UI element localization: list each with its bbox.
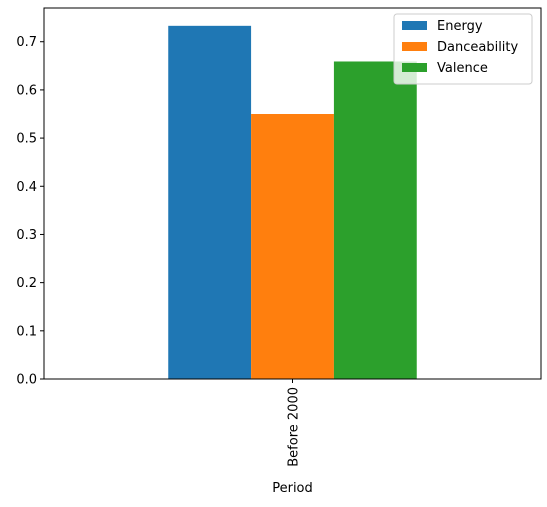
legend-swatch-valence bbox=[402, 63, 427, 72]
x-axis-label: Period bbox=[272, 481, 313, 496]
bars-layer bbox=[168, 25, 417, 380]
legend-swatch-energy bbox=[402, 21, 427, 30]
x-tick-label: Before 2000 bbox=[287, 387, 302, 467]
legend: Energy Danceability Valence bbox=[393, 13, 533, 85]
ticks-layer: Before 2000 0.0 0.1 0.2 0.3 0.4 0.5 0.6 0.7 bbox=[16, 35, 301, 467]
y-tick-label: 0.7 bbox=[16, 35, 37, 50]
legend-swatch-danceability bbox=[402, 42, 427, 51]
legend-label-valence: Valence bbox=[437, 61, 488, 76]
bar-danceability bbox=[251, 114, 334, 379]
legend-label-energy: Energy bbox=[437, 19, 483, 34]
bar-valence bbox=[333, 61, 417, 380]
y-tick-label: 0.5 bbox=[16, 132, 37, 147]
legend-label-danceability: Danceability bbox=[437, 40, 519, 55]
y-tick-label: 0.1 bbox=[16, 324, 37, 339]
y-tick-label: 0.2 bbox=[16, 276, 37, 291]
legend-box bbox=[393, 13, 533, 85]
y-tick-label: 0.6 bbox=[16, 83, 37, 98]
y-tick-label: 0.4 bbox=[16, 180, 37, 195]
y-tick-label: 0.0 bbox=[16, 373, 37, 388]
bar-energy bbox=[168, 25, 252, 380]
y-tick-label: 0.3 bbox=[16, 228, 37, 243]
